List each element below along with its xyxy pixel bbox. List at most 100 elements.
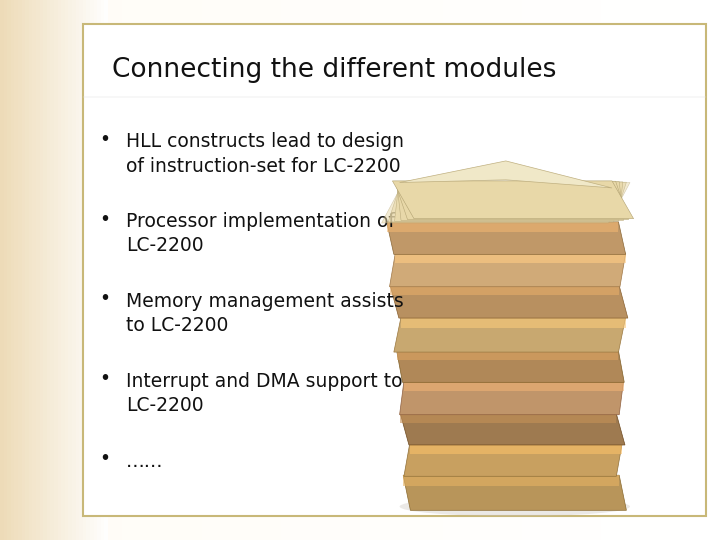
Bar: [83, 0, 86, 540]
Polygon shape: [400, 161, 612, 188]
Bar: [4, 0, 7, 540]
Bar: [115, 0, 119, 540]
Bar: [176, 0, 180, 540]
Bar: [270, 0, 274, 540]
Polygon shape: [397, 351, 624, 382]
Bar: [670, 0, 673, 540]
Bar: [223, 0, 227, 540]
Bar: [104, 0, 108, 540]
Bar: [220, 0, 223, 540]
Polygon shape: [392, 181, 634, 219]
Bar: [572, 0, 576, 540]
Bar: [94, 0, 97, 540]
Bar: [328, 0, 331, 540]
Bar: [155, 0, 158, 540]
Bar: [216, 0, 220, 540]
Bar: [590, 0, 594, 540]
Bar: [97, 0, 101, 540]
Bar: [396, 0, 400, 540]
Bar: [464, 0, 468, 540]
Bar: [569, 0, 572, 540]
Bar: [288, 0, 292, 540]
Bar: [230, 0, 234, 540]
Bar: [554, 0, 558, 540]
Bar: [277, 0, 281, 540]
Bar: [40, 0, 43, 540]
Polygon shape: [390, 253, 626, 287]
Bar: [612, 0, 616, 540]
Bar: [472, 0, 475, 540]
Bar: [263, 0, 266, 540]
Bar: [691, 0, 695, 540]
Bar: [644, 0, 648, 540]
Bar: [414, 0, 418, 540]
Bar: [378, 0, 382, 540]
Bar: [461, 0, 464, 540]
Bar: [713, 0, 716, 540]
Bar: [526, 0, 529, 540]
Bar: [353, 0, 356, 540]
Bar: [536, 0, 540, 540]
Polygon shape: [395, 181, 629, 220]
Bar: [407, 0, 410, 540]
Bar: [47, 0, 50, 540]
Bar: [227, 0, 230, 540]
Bar: [133, 0, 137, 540]
Bar: [558, 0, 562, 540]
Bar: [605, 0, 608, 540]
Polygon shape: [390, 286, 619, 295]
Bar: [601, 0, 605, 540]
Bar: [324, 0, 328, 540]
Bar: [173, 0, 176, 540]
Bar: [418, 0, 421, 540]
Bar: [457, 0, 461, 540]
Bar: [540, 0, 544, 540]
Bar: [61, 0, 65, 540]
Bar: [637, 0, 641, 540]
Bar: [151, 0, 155, 540]
Bar: [252, 0, 256, 540]
Polygon shape: [400, 381, 624, 415]
Bar: [522, 0, 526, 540]
Bar: [400, 0, 403, 540]
Bar: [594, 0, 598, 540]
Bar: [166, 0, 169, 540]
Bar: [54, 0, 58, 540]
Bar: [360, 0, 364, 540]
Bar: [497, 0, 500, 540]
Bar: [547, 0, 551, 540]
Bar: [320, 0, 324, 540]
Bar: [187, 0, 191, 540]
Bar: [688, 0, 691, 540]
Bar: [544, 0, 547, 540]
Bar: [86, 0, 90, 540]
Text: Processor implementation of
LC-2200: Processor implementation of LC-2200: [126, 212, 395, 255]
Bar: [79, 0, 83, 540]
Bar: [598, 0, 601, 540]
Bar: [630, 0, 634, 540]
Bar: [180, 0, 184, 540]
Text: Connecting the different modules: Connecting the different modules: [112, 57, 556, 83]
Text: •: •: [99, 130, 110, 148]
Bar: [385, 0, 389, 540]
Bar: [454, 0, 457, 540]
Bar: [238, 0, 241, 540]
Bar: [119, 0, 122, 540]
Bar: [403, 0, 407, 540]
Bar: [83, 24, 706, 516]
Bar: [90, 0, 94, 540]
Bar: [659, 0, 662, 540]
Polygon shape: [397, 351, 618, 360]
Bar: [410, 0, 414, 540]
Bar: [475, 0, 479, 540]
Bar: [490, 0, 493, 540]
Bar: [144, 0, 148, 540]
Bar: [533, 0, 536, 540]
Bar: [565, 0, 569, 540]
Bar: [702, 0, 706, 540]
Bar: [212, 0, 216, 540]
Polygon shape: [394, 317, 626, 352]
Bar: [191, 0, 194, 540]
Polygon shape: [388, 182, 626, 222]
Bar: [367, 0, 371, 540]
